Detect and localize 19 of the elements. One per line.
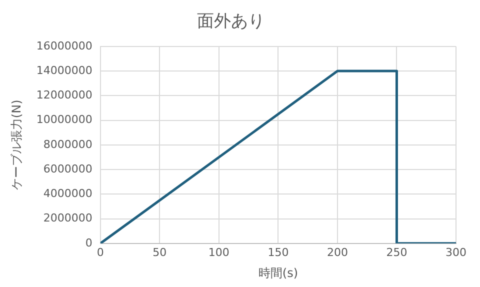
- y-tick-label: 0: [85, 236, 92, 250]
- chart-title: 面外あり: [197, 12, 265, 32]
- y-tick-label: 8000000: [43, 138, 92, 151]
- x-tick-label: 50: [152, 246, 167, 259]
- y-tick-label: 16000000: [36, 39, 92, 52]
- y-tick-label: 14000000: [36, 64, 92, 77]
- x-axis-title: 時間(s): [258, 266, 298, 280]
- x-tick-label: 250: [386, 246, 408, 259]
- y-tick-label: 12000000: [36, 88, 92, 102]
- y-tick-label: 2000000: [43, 212, 92, 225]
- y-tick-label: 10000000: [36, 113, 92, 126]
- x-tick-label: 100: [208, 246, 230, 259]
- x-tick-label: 200: [326, 246, 348, 259]
- y-tick-label: 6000000: [43, 162, 92, 176]
- y-tick-label: 4000000: [43, 187, 92, 200]
- y-axis-title: ケーブル張力(N): [9, 100, 24, 190]
- x-tick-label: 150: [268, 246, 289, 259]
- x-tick-label: 300: [446, 246, 466, 259]
- x-tick-label: 0: [96, 246, 104, 259]
